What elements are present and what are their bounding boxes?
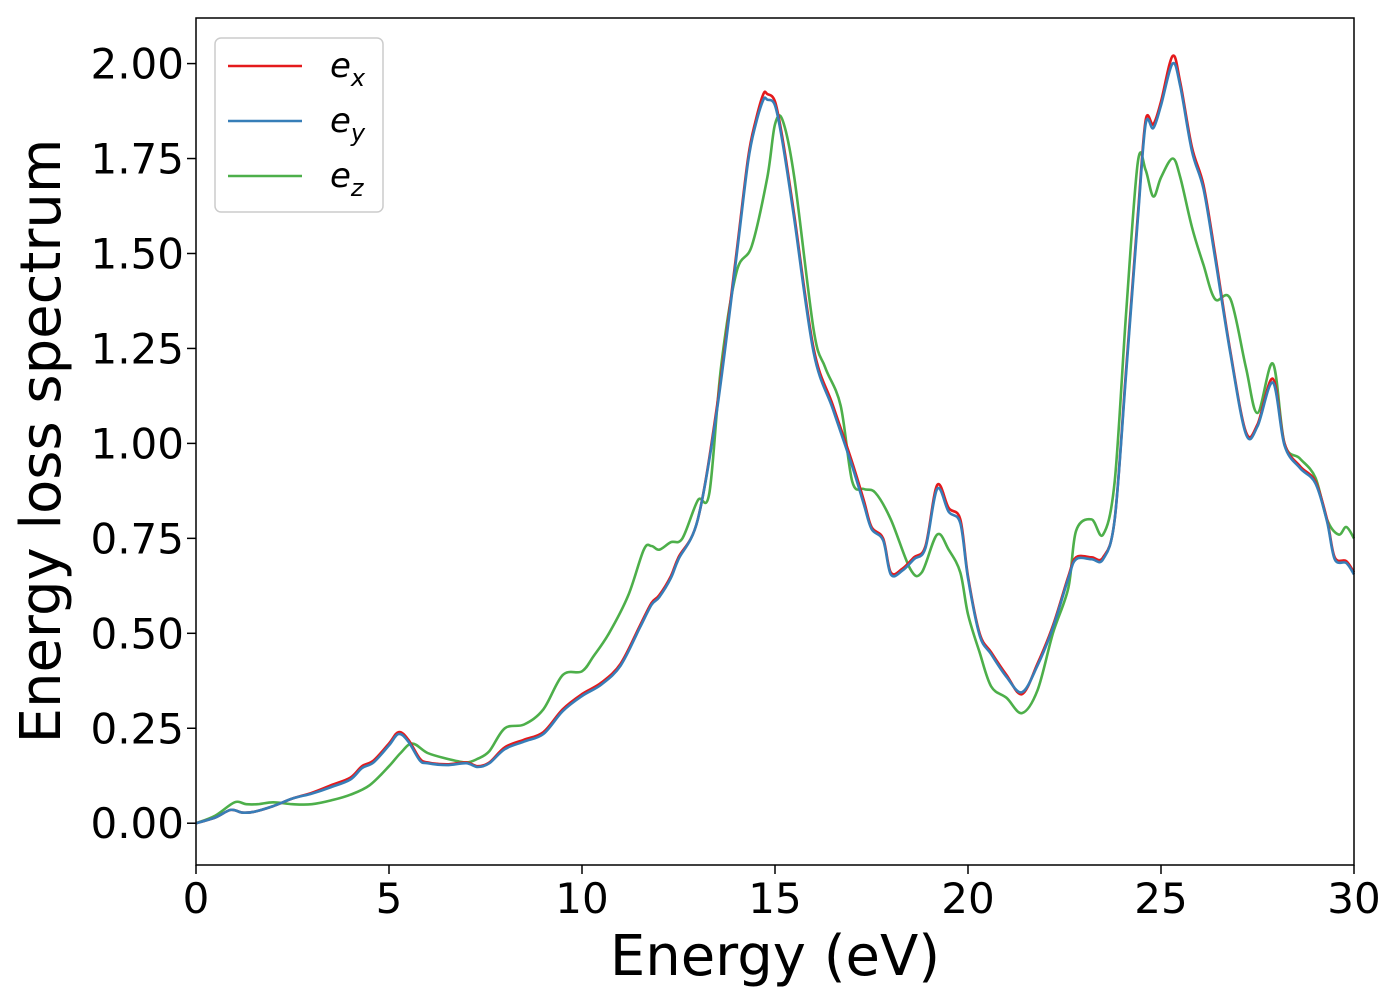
series-layer (195, 54, 1356, 825)
y-tick-label: 1.75 (90, 135, 184, 184)
plot-area (196, 18, 1354, 865)
y-tick-label: 1.50 (90, 229, 184, 278)
y-tick-label: 2.00 (90, 40, 184, 89)
series-line-z (195, 114, 1356, 825)
y-tick-label: 1.00 (90, 419, 184, 468)
legend: ex ey ez (214, 37, 384, 213)
y-axis-title: Energy loss spectrum (9, 139, 74, 744)
y-axis: 0.00 0.25 0.50 0.75 1.00 1.25 1.50 1.75 2.00 (90, 40, 196, 848)
series-line-y (195, 61, 1356, 825)
y-tick-label: 1.25 (90, 324, 184, 373)
x-tick-label: 5 (376, 874, 403, 923)
x-tick-label: 0 (183, 874, 210, 923)
x-tick-label: 15 (748, 874, 801, 923)
x-axis: 0 5 10 15 20 25 30 (183, 865, 1381, 923)
y-tick-label: 0.75 (90, 514, 184, 563)
legend-label-z: ez (330, 156, 365, 202)
x-tick-label: 20 (941, 874, 994, 923)
x-axis-title: Energy (eV) (610, 924, 940, 989)
y-tick-label: 0.25 (90, 704, 184, 753)
legend-box (214, 37, 384, 213)
legend-label-x: ex (330, 46, 366, 92)
x-tick-label: 10 (555, 874, 608, 923)
y-tick-label: 0.00 (90, 799, 184, 848)
legend-label-y: ey (330, 101, 366, 147)
y-tick-label: 0.50 (90, 609, 184, 658)
x-tick-label: 30 (1327, 874, 1380, 923)
x-tick-label: 25 (1134, 874, 1187, 923)
